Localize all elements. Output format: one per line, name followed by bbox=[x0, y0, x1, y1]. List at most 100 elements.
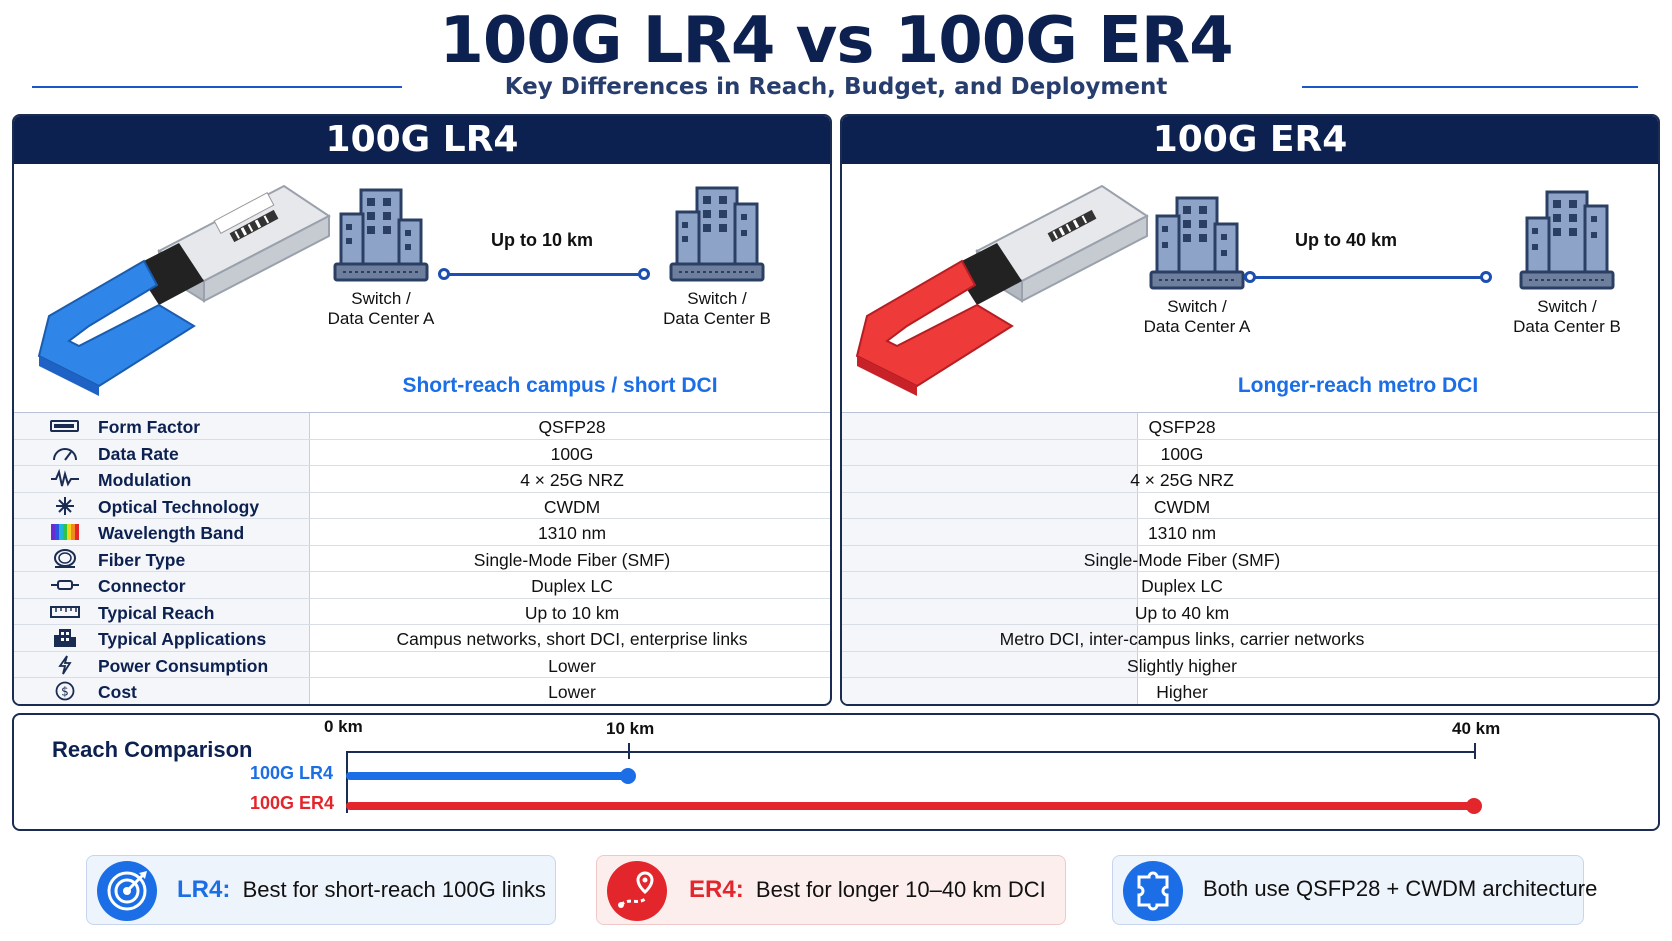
lr4-summary-card: LR4: Best for short-reach 100G links bbox=[86, 855, 556, 925]
fiber-coil-icon bbox=[50, 548, 80, 569]
er4-panel-heading: 100G ER4 bbox=[842, 116, 1658, 164]
spec-label: Typical Applications bbox=[98, 629, 267, 649]
lr4-site-b: Switch / Data Center B bbox=[662, 184, 772, 329]
spec-value: Lower bbox=[548, 655, 596, 676]
spec-label: Fiber Type bbox=[98, 549, 186, 570]
reach-tick-label: 0 km bbox=[324, 717, 363, 736]
lr4-datacenter-a-icon bbox=[333, 188, 429, 282]
er4-panel: 100G ER4 Switch / Data Center A bbox=[840, 114, 1660, 706]
reach-series-label: 100G LR4 bbox=[250, 763, 334, 783]
spec-label: Wavelength Band bbox=[98, 523, 245, 543]
reach-tick-mark bbox=[1474, 743, 1476, 759]
table-row: Power Consumption Lower bbox=[14, 652, 830, 678]
svg-text:$: $ bbox=[61, 685, 69, 699]
lr4-use-case-caption: Short-reach campus / short DCI bbox=[402, 374, 718, 397]
er4-datacenter-a-icon bbox=[1149, 196, 1245, 290]
er4-link-label: Up to 40 km bbox=[1294, 230, 1398, 250]
spec-value: Lower bbox=[548, 682, 596, 702]
lr4-panel-heading: 100G LR4 bbox=[14, 116, 830, 164]
er4-site-a: Switch / Data Center A bbox=[1142, 194, 1252, 337]
lr4-site-a: Switch / Data Center A bbox=[326, 186, 436, 329]
lr4-datacenter-b-icon bbox=[669, 186, 765, 282]
spec-value: QSFP28 bbox=[538, 417, 606, 437]
er4-datacenter-b-icon bbox=[1519, 190, 1615, 290]
reach-axis-origin bbox=[346, 751, 348, 813]
lr4-site-b-label: Switch / Data Center B bbox=[663, 289, 771, 328]
er4-summary-card: ER4: Best for longer 10–40 km DCI bbox=[596, 855, 1066, 925]
table-row: Typical Applications Campus networks, sho… bbox=[14, 625, 830, 652]
spec-value: 1310 nm bbox=[1147, 523, 1217, 543]
spec-value: Higher bbox=[1156, 682, 1208, 702]
er4-summary-desc: Best for longer 10–40 km DCI bbox=[755, 877, 1046, 902]
reach-tick-label: 10 km bbox=[606, 719, 655, 738]
spec-label: Optical Technology bbox=[98, 496, 260, 517]
reach-bar-endpoint bbox=[620, 768, 636, 784]
reach-tick-label: 40 km bbox=[1452, 719, 1501, 738]
er4-spec-table: QSFP28 100G 4 × 25G NRZ CWDM 1310 nm Single-M… bbox=[842, 412, 1658, 704]
page-title: 100G LR4 vs 100G ER4 bbox=[439, 4, 1233, 78]
table-row: Metro DCI, inter-campus links, carrier n… bbox=[842, 625, 1658, 652]
table-row: Higher bbox=[842, 678, 1658, 704]
table-row: Slightly higher bbox=[842, 652, 1658, 678]
table-row: 1310 nm bbox=[842, 519, 1658, 546]
ruler-icon bbox=[50, 602, 80, 622]
table-row: Single-Mode Fiber (SMF) bbox=[842, 546, 1658, 572]
reach-tick-mark bbox=[628, 743, 630, 759]
er4-use-case-caption: Longer-reach metro DCI bbox=[1237, 374, 1479, 397]
spec-value: CWDM bbox=[1153, 496, 1211, 517]
lr4-fiber-link bbox=[444, 273, 644, 276]
reach-bar bbox=[346, 802, 1474, 810]
er4-label-column bbox=[842, 413, 1138, 704]
spec-label: Modulation bbox=[98, 470, 192, 490]
waveform-icon bbox=[50, 468, 80, 489]
page-subtitle: Key Differences in Reach, Budget, and De… bbox=[504, 74, 1168, 100]
lr4-label-column bbox=[14, 413, 310, 704]
table-row: Optical Technology CWDM bbox=[14, 493, 830, 519]
er4-summary-key: ER4: bbox=[689, 876, 744, 903]
lightning-icon bbox=[50, 654, 80, 675]
module-icon bbox=[50, 416, 80, 436]
spec-value: Duplex LC bbox=[531, 576, 613, 596]
spec-label: Power Consumption bbox=[98, 655, 269, 676]
reach-axis-line bbox=[346, 751, 1474, 753]
dollar-icon: $ bbox=[50, 681, 80, 701]
table-row: Connector Duplex LC bbox=[14, 572, 830, 599]
gauge-icon bbox=[50, 443, 80, 463]
spec-value: Metro DCI, inter-campus links, carrier n… bbox=[999, 629, 1365, 649]
spec-value: Single-Mode Fiber (SMF) bbox=[473, 549, 671, 570]
title-rule-left bbox=[32, 86, 402, 88]
connector-icon bbox=[50, 575, 80, 595]
er4-link-endpoint-b bbox=[1480, 271, 1492, 283]
lr4-link-endpoint-a bbox=[438, 268, 450, 280]
table-row: Modulation 4 × 25G NRZ bbox=[14, 466, 830, 493]
er4-transceiver-image bbox=[855, 184, 1149, 396]
spec-value: QSFP28 bbox=[1148, 417, 1216, 437]
shared-architecture-text: Both use QSFP28 + CWDM architecture bbox=[1203, 876, 1598, 901]
map-route-icon bbox=[607, 861, 667, 921]
spec-value: 100G bbox=[1160, 443, 1204, 464]
spec-label: Form Factor bbox=[98, 417, 201, 437]
table-row: Duplex LC bbox=[842, 572, 1658, 599]
table-row: Typical Reach Up to 10 km bbox=[14, 599, 830, 625]
spec-label: Cost bbox=[98, 682, 137, 702]
lr4-summary-key: LR4: bbox=[177, 876, 231, 903]
spec-label: Connector bbox=[98, 576, 186, 596]
spec-value: Campus networks, short DCI, enterprise l… bbox=[396, 629, 748, 649]
er4-fiber-link bbox=[1250, 276, 1486, 279]
lr4-spec-table: Form Factor QSFP28 Data Rate 100G Modulation… bbox=[14, 412, 830, 704]
shared-architecture-card: Both use QSFP28 + CWDM architecture bbox=[1112, 855, 1597, 925]
lr4-transceiver-image bbox=[37, 184, 331, 396]
reach-series-label: 100G ER4 bbox=[250, 793, 335, 813]
er4-link-endpoint-a bbox=[1244, 271, 1256, 283]
spec-value: Up to 40 km bbox=[1134, 602, 1230, 623]
target-icon bbox=[97, 861, 157, 921]
lr4-link-endpoint-b bbox=[638, 268, 650, 280]
table-row: Form Factor QSFP28 bbox=[14, 413, 830, 440]
table-row: Data Rate 100G bbox=[14, 440, 830, 466]
spec-value: 100G bbox=[550, 443, 594, 464]
reach-comparison-panel: Reach Comparison 0 km 10 km 40 km 100G LR4 1… bbox=[12, 713, 1660, 831]
lr4-summary-text: LR4: Best for short-reach 100G links bbox=[177, 876, 546, 904]
starburst-icon bbox=[50, 496, 80, 516]
table-row: QSFP28 bbox=[842, 413, 1658, 440]
er4-site-a-label: Switch / Data Center A bbox=[1143, 297, 1251, 336]
